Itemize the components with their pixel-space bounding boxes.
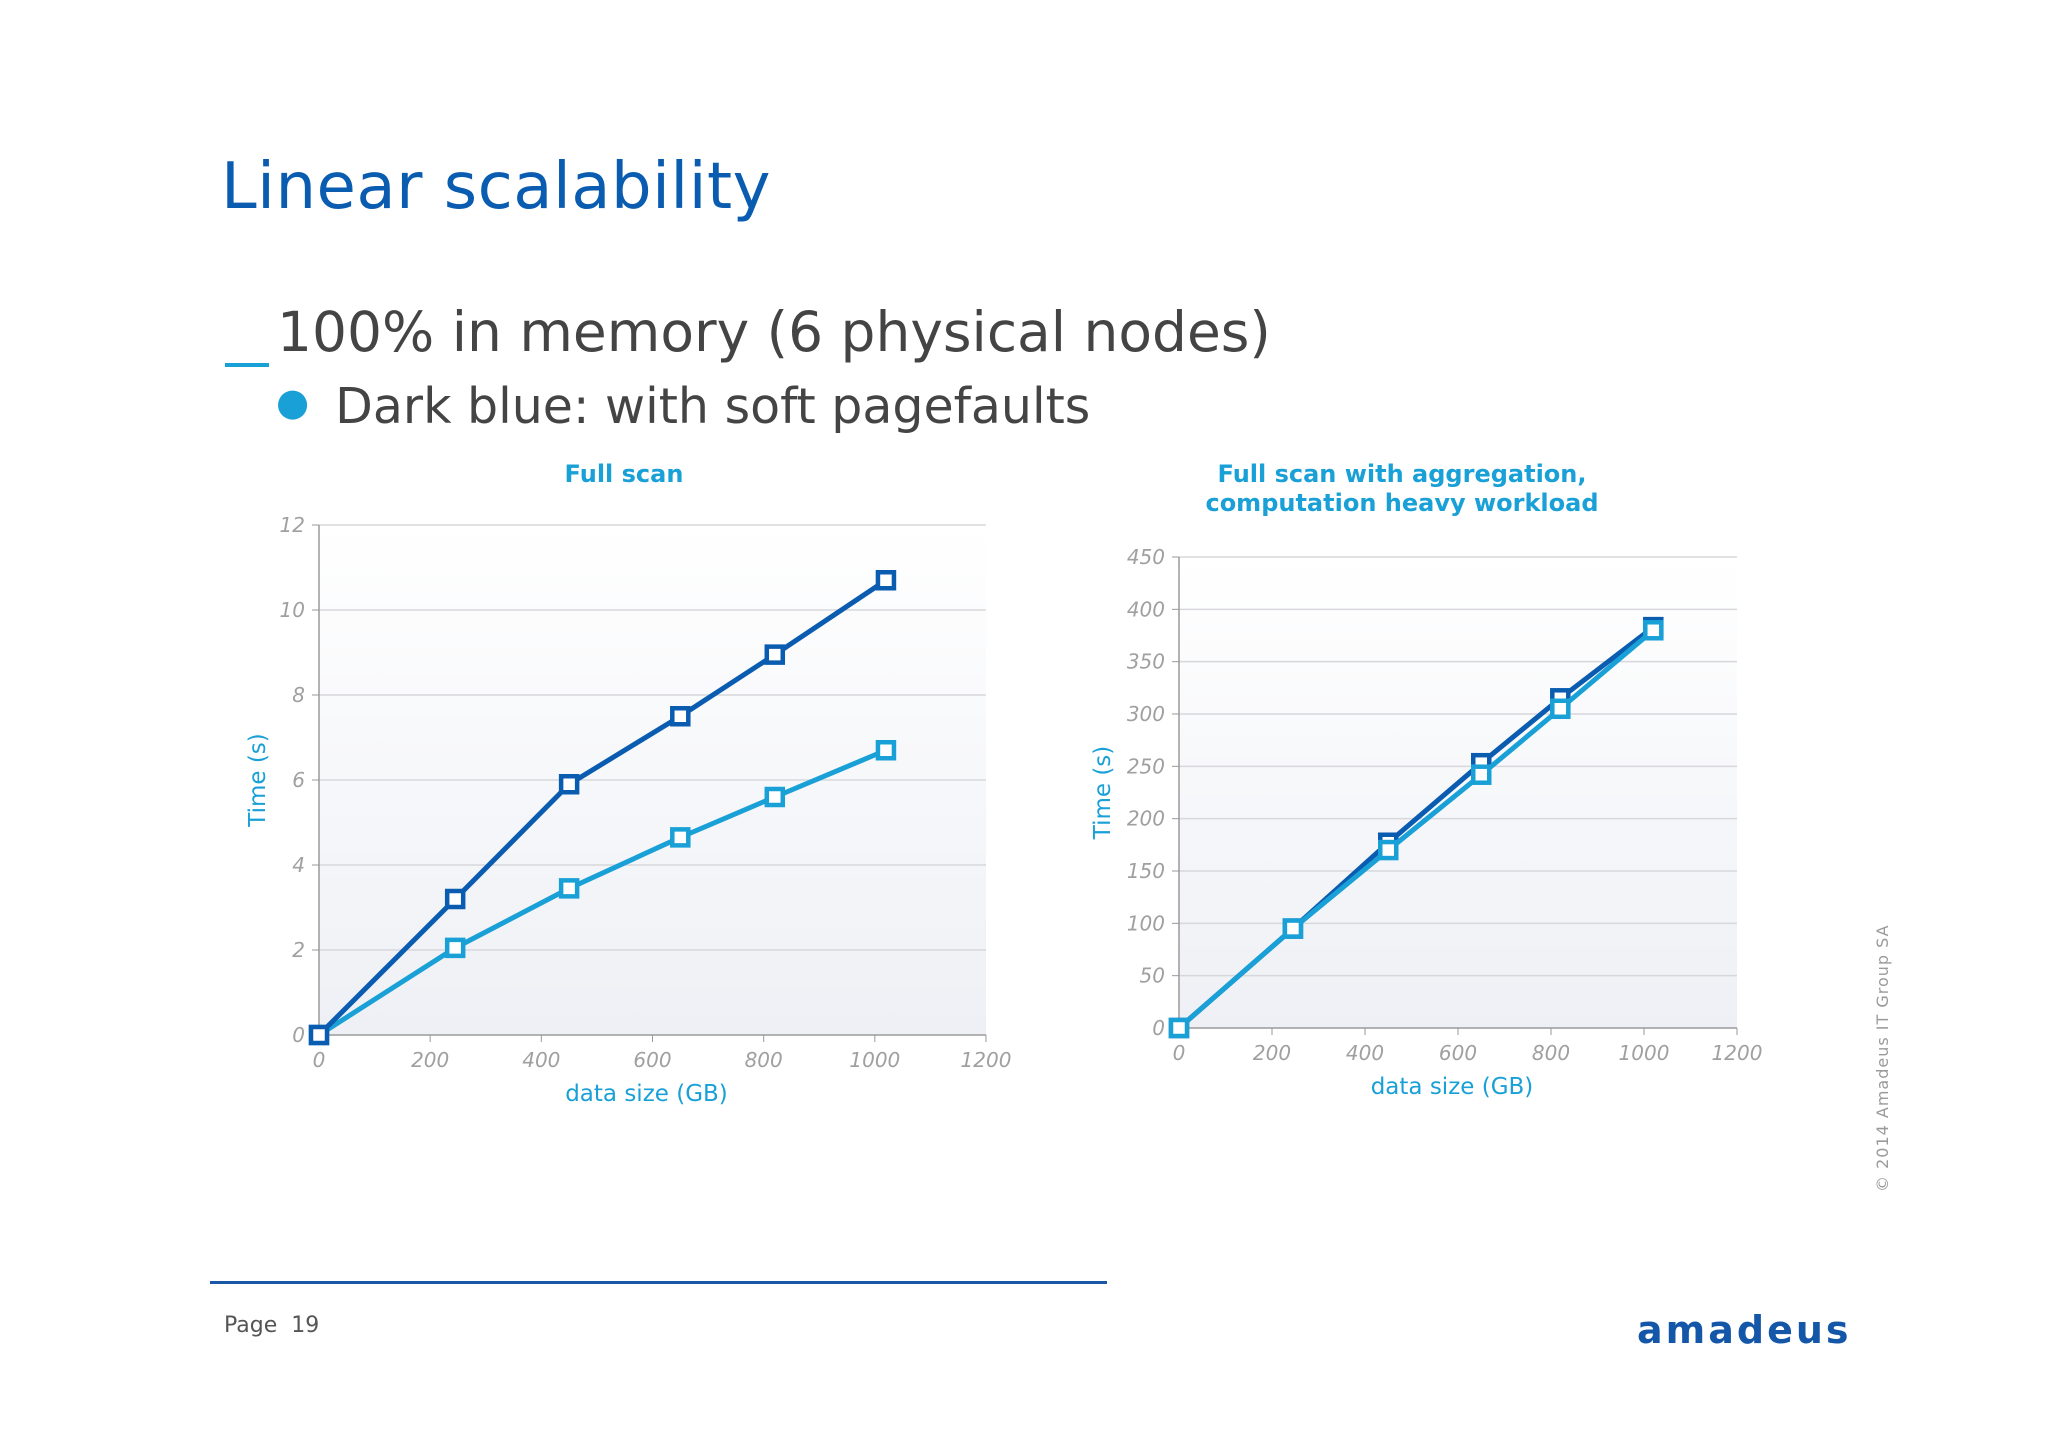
- data-point-marker: [1378, 839, 1399, 861]
- data-point-marker: [308, 1024, 330, 1046]
- y-tick-label: 450: [1127, 545, 1165, 569]
- y-tick-label: 350: [1127, 650, 1165, 674]
- x-tick-label: 200: [1253, 1041, 1291, 1065]
- data-point-marker: [764, 644, 786, 665]
- x-tick-label: 200: [411, 1048, 449, 1072]
- dash-marker: [225, 363, 269, 367]
- y-axis-label: Time (s): [1090, 746, 1116, 841]
- y-tick-label: 250: [1127, 754, 1165, 778]
- y-tick-label: 4: [292, 853, 305, 877]
- x-tick-label: 400: [522, 1048, 560, 1072]
- x-tick-label: 1000: [1619, 1041, 1670, 1065]
- chart-full-scan: Full scan 0 2 4 6 8 10 12 0 200 400 600 800 1000 1200 d…: [245, 460, 1012, 1107]
- y-tick-label: 12: [280, 513, 305, 537]
- x-tick-label: 400: [1346, 1041, 1384, 1065]
- y-tick-label: 8: [292, 683, 305, 707]
- y-tick-label: 150: [1127, 859, 1165, 883]
- bullet-level2-text: Dark blue: with soft pagefaults: [335, 378, 1091, 435]
- series-line: [317, 747, 887, 1038]
- x-tick-label: 0: [313, 1048, 326, 1072]
- chart-title-line: Full scan with aggregation,: [1218, 460, 1587, 488]
- series-line: [1177, 628, 1655, 1030]
- y-tick-label: 0: [292, 1023, 305, 1047]
- bullet-level2: ● Dark blue: with soft pagefaults: [276, 378, 1090, 435]
- bullet-dot-icon: ●: [276, 380, 310, 424]
- y-tick-label: 300: [1127, 702, 1165, 726]
- bullet-level1-text: 100% in memory (6 physical nodes): [277, 300, 1271, 364]
- y-tick-label: 100: [1127, 911, 1165, 935]
- data-point-marker: [670, 827, 691, 848]
- x-tick-label: 800: [745, 1048, 783, 1072]
- data-point-marker: [444, 888, 466, 910]
- y-tick-label: 10: [280, 598, 305, 622]
- data-point-marker: [1471, 764, 1492, 785]
- slide-title: Linear scalability: [221, 150, 771, 224]
- x-axis-label: data size (GB): [565, 1081, 728, 1107]
- data-point-marker: [1643, 620, 1664, 641]
- x-tick-label: 800: [1532, 1041, 1570, 1065]
- data-point-marker: [875, 740, 897, 761]
- data-point-marker: [1550, 698, 1571, 720]
- data-point-marker: [444, 937, 466, 959]
- chart-title-line: computation heavy workload: [1205, 489, 1598, 517]
- x-tick-label: 1200: [961, 1048, 1012, 1072]
- copyright-text: © 2014 Amadeus IT Group SA: [1873, 924, 1892, 1192]
- data-point-marker: [764, 786, 786, 808]
- chart-full-scan-aggregation: Full scan with aggregation,computation h…: [1090, 460, 1763, 1100]
- x-axis-label: data size (GB): [1371, 1074, 1534, 1100]
- page-number: Page 19: [224, 1313, 319, 1338]
- x-tick-label: 1000: [849, 1048, 900, 1072]
- page-number-value: 19: [291, 1313, 320, 1338]
- amadeus-logo: amadeus: [1637, 1308, 1852, 1352]
- y-axis-label: Time (s): [245, 733, 271, 828]
- series-line: [317, 578, 888, 1037]
- y-tick-label: 400: [1127, 597, 1165, 621]
- x-tick-label: 1200: [1712, 1041, 1763, 1065]
- footer-divider: [210, 1281, 1107, 1284]
- y-tick-label: 50: [1140, 964, 1165, 988]
- data-point-marker: [875, 570, 897, 591]
- x-tick-label: 600: [1439, 1041, 1477, 1065]
- y-tick-label: 6: [292, 768, 305, 792]
- y-tick-label: 0: [1152, 1016, 1165, 1040]
- y-tick-label: 2: [292, 938, 305, 962]
- x-tick-label: 0: [1173, 1041, 1186, 1065]
- data-point-marker: [670, 706, 691, 727]
- page-label-text: Page: [224, 1313, 278, 1338]
- x-tick-label: 600: [633, 1048, 671, 1072]
- chart-title-line: Full scan: [565, 460, 684, 488]
- bullet-level1: 100% in memory (6 physical nodes): [225, 300, 1271, 367]
- data-point-marker: [1282, 918, 1304, 939]
- data-point-marker: [1168, 1017, 1190, 1039]
- data-point-marker: [558, 878, 580, 899]
- y-tick-label: 200: [1127, 807, 1165, 831]
- data-point-marker: [558, 774, 580, 795]
